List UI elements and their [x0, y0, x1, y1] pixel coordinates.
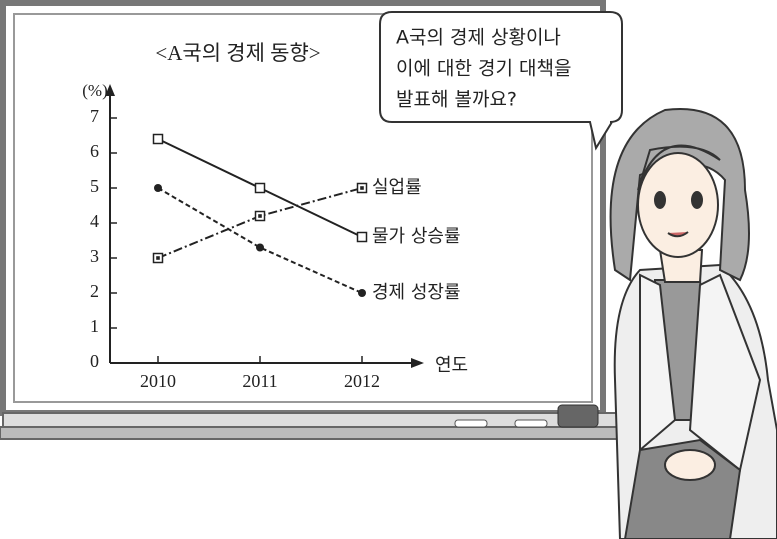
point-box — [152, 133, 164, 145]
x-tick-label: 2012 — [344, 371, 380, 391]
legend-label: 물가 상승률 — [372, 226, 461, 247]
point — [256, 243, 264, 252]
y-tick-label: 7 — [90, 106, 99, 126]
point-box — [356, 231, 368, 243]
y-tick-label: 2 — [90, 281, 99, 301]
point — [152, 133, 164, 145]
eraser — [557, 404, 599, 428]
point — [152, 252, 164, 264]
speech-bubble — [379, 11, 623, 151]
x-tick-label: 2011 — [242, 371, 277, 391]
legend-label: 경제 성장률 — [372, 282, 461, 303]
y-tick-label: 3 — [90, 246, 99, 266]
point — [254, 210, 266, 222]
point-dot — [258, 214, 262, 218]
y-tick-label: 0 — [90, 351, 99, 371]
y-tick-label: 1 — [90, 316, 99, 336]
point-box — [254, 182, 266, 194]
y-tick-label: 5 — [90, 176, 99, 196]
point — [254, 182, 266, 194]
bubble-line: A국의 경제 상황이나 — [396, 27, 561, 49]
legend-label: 실업률 — [372, 177, 422, 198]
marker-pen — [514, 419, 548, 428]
x-axis-label: 연도 — [435, 355, 468, 376]
y-axis-arrow — [105, 84, 115, 96]
tray-front — [0, 426, 626, 440]
bubble-line: 이에 대한 경기 대책을 — [396, 58, 571, 80]
y-tick-label: 4 — [90, 211, 99, 231]
presenter — [609, 108, 777, 539]
marker-pen — [454, 419, 488, 428]
y-tick-label: 6 — [90, 141, 99, 161]
y-axis-label: (%) — [82, 81, 107, 100]
point — [356, 182, 368, 194]
point — [154, 184, 162, 192]
series-line — [157, 187, 363, 294]
point-dot — [156, 256, 160, 260]
point — [358, 289, 366, 297]
chart-title: <A국의 경제 동향> — [155, 41, 320, 65]
x-axis-arrow — [411, 358, 424, 368]
point-dot — [360, 186, 364, 190]
point — [356, 231, 368, 243]
bubble-line: 발표해 볼까요? — [396, 89, 517, 111]
x-tick-label: 2010 — [140, 371, 176, 391]
